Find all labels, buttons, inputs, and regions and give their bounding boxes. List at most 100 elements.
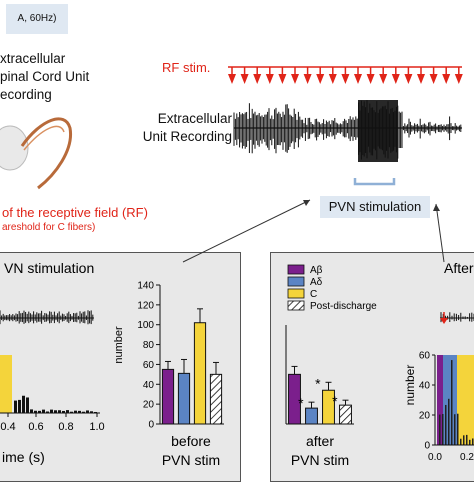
chart-y-tick-label: 20 bbox=[143, 400, 155, 411]
pointer-arrow-left bbox=[303, 200, 310, 206]
unit-recording-label: Extracellular Unit Recording bbox=[140, 110, 232, 146]
rat-illustration bbox=[0, 117, 73, 190]
histogram-bin bbox=[448, 398, 450, 445]
right-hist-tick-label: 40 bbox=[419, 381, 431, 392]
histogram-bin bbox=[86, 410, 89, 413]
receptive-field-label: of the receptive field (RF) bbox=[2, 205, 148, 220]
before-x-label: before bbox=[171, 433, 211, 449]
right-panel-title: After bbox=[444, 260, 474, 276]
histogram-bin bbox=[469, 439, 471, 445]
rf-stim-arrow bbox=[228, 67, 236, 84]
histogram-bin bbox=[50, 409, 53, 413]
left-panel-trace bbox=[0, 310, 94, 325]
legend-swatch bbox=[287, 300, 305, 311]
histogram-bin bbox=[451, 360, 453, 445]
legend-label: Aβ bbox=[310, 265, 323, 276]
pointer-arrow-right bbox=[433, 204, 440, 211]
rf-stim-arrow bbox=[278, 67, 287, 84]
before-y-axis-label: number bbox=[113, 326, 125, 364]
histogram-bin bbox=[70, 411, 73, 413]
histogram-x-ticks: 0.4 0.6 0.8 1.0 bbox=[0, 413, 105, 433]
histogram-bin bbox=[82, 411, 85, 413]
histogram-bin bbox=[463, 435, 465, 445]
rf-stim-arrow bbox=[404, 67, 413, 84]
right-hist-tick-label: 20 bbox=[419, 411, 431, 422]
histogram-bin bbox=[460, 438, 462, 445]
chart-y-tick-label: 80 bbox=[143, 340, 155, 351]
rf-stim-arrow bbox=[265, 67, 274, 84]
rf-stim-arrow bbox=[291, 67, 299, 84]
bar bbox=[305, 407, 318, 425]
rf-stim-arrow bbox=[429, 67, 438, 84]
rf-stim-arrow bbox=[354, 67, 362, 84]
pointer-line-right bbox=[435, 203, 445, 263]
histogram-tick-label: 0.6 bbox=[28, 421, 43, 433]
histogram-c-band bbox=[457, 355, 474, 445]
rf-stim-arrow bbox=[417, 67, 425, 84]
rf-stim-arrow bbox=[391, 67, 400, 84]
chart-y-tick-label: 40 bbox=[143, 380, 155, 391]
histogram-bin bbox=[74, 410, 77, 413]
unit-recording-trace bbox=[233, 100, 462, 162]
histogram-bin bbox=[466, 434, 468, 445]
histogram-bin bbox=[472, 438, 474, 445]
pvn-burst bbox=[358, 100, 398, 162]
right-stim-arrow bbox=[440, 318, 448, 324]
histogram-tick-label: 1.0 bbox=[89, 421, 104, 433]
rf-stim-arrow bbox=[341, 67, 350, 84]
after-x-label: after bbox=[306, 433, 334, 449]
histogram-bin bbox=[94, 411, 97, 413]
bar bbox=[193, 322, 207, 425]
pvn-stimulation-label: PVN stimulation bbox=[320, 196, 430, 218]
rf-stim-arrow bbox=[379, 67, 388, 84]
histogram-bin bbox=[66, 410, 69, 413]
histogram-bin bbox=[62, 410, 65, 413]
legend-swatch bbox=[287, 264, 305, 275]
right-hist-x-tick-label: 0.2 bbox=[460, 452, 474, 463]
histogram-bin bbox=[54, 410, 57, 413]
histogram-bin bbox=[90, 411, 93, 413]
rf-stim-arrow bbox=[366, 67, 375, 84]
right-histogram: number 0 20 40 60 0.0 0.2 bbox=[403, 351, 474, 463]
chart-y-tick-label: 60 bbox=[143, 360, 155, 371]
before-x-label-2: PVN stim bbox=[162, 452, 220, 468]
histogram-bin bbox=[46, 411, 49, 413]
rf-stim-arrow bbox=[328, 67, 337, 84]
left-histogram-bars bbox=[14, 395, 97, 413]
unit-label-line-2: Unit Recording bbox=[142, 129, 232, 144]
rf-stim-arrow bbox=[454, 67, 463, 84]
significance-marker: * bbox=[315, 375, 321, 391]
bar bbox=[161, 368, 175, 425]
right-hist-tick-label: 60 bbox=[419, 351, 431, 362]
histogram-tick-label: 0.8 bbox=[58, 421, 73, 433]
histogram-bin bbox=[78, 410, 81, 413]
before-bar-chart: number before PVN stim 0 20 40 60 80 100 120 14… bbox=[113, 281, 224, 468]
rf-stim-arrow bbox=[316, 67, 325, 84]
stimulus-parameter-tag: A, 60Hz) bbox=[6, 4, 68, 34]
histogram-bin bbox=[439, 414, 441, 445]
legend-label: Post-discharge bbox=[310, 301, 377, 312]
recording-label-line-3: ecording bbox=[0, 87, 52, 102]
rf-stim-arrow bbox=[442, 67, 451, 84]
histogram-bin bbox=[445, 404, 447, 445]
after-bar-chart: * * * bbox=[285, 325, 354, 425]
legend-swatch bbox=[287, 288, 305, 299]
right-hist-tick-label: 0 bbox=[424, 441, 430, 452]
histogram-bin bbox=[442, 414, 444, 445]
rf-stim-label: RF stim. bbox=[162, 60, 211, 75]
chart-y-tick-label: 120 bbox=[137, 300, 154, 311]
threshold-note: areshold for C fibers) bbox=[2, 222, 96, 233]
chart-y-tick-label: 100 bbox=[137, 320, 154, 331]
right-hist-y-label: number bbox=[403, 365, 417, 406]
spinal-recording-label: xtracellular pinal Cord Unit ecording bbox=[0, 50, 89, 104]
significance-marker: * bbox=[332, 393, 338, 409]
histogram-bin bbox=[34, 410, 37, 413]
left-panel-title: VN stimulation bbox=[4, 260, 94, 276]
histogram-bin bbox=[457, 413, 459, 445]
pvn-bracket bbox=[353, 178, 396, 186]
rf-stim-arrow bbox=[303, 67, 312, 84]
bar bbox=[209, 373, 223, 425]
